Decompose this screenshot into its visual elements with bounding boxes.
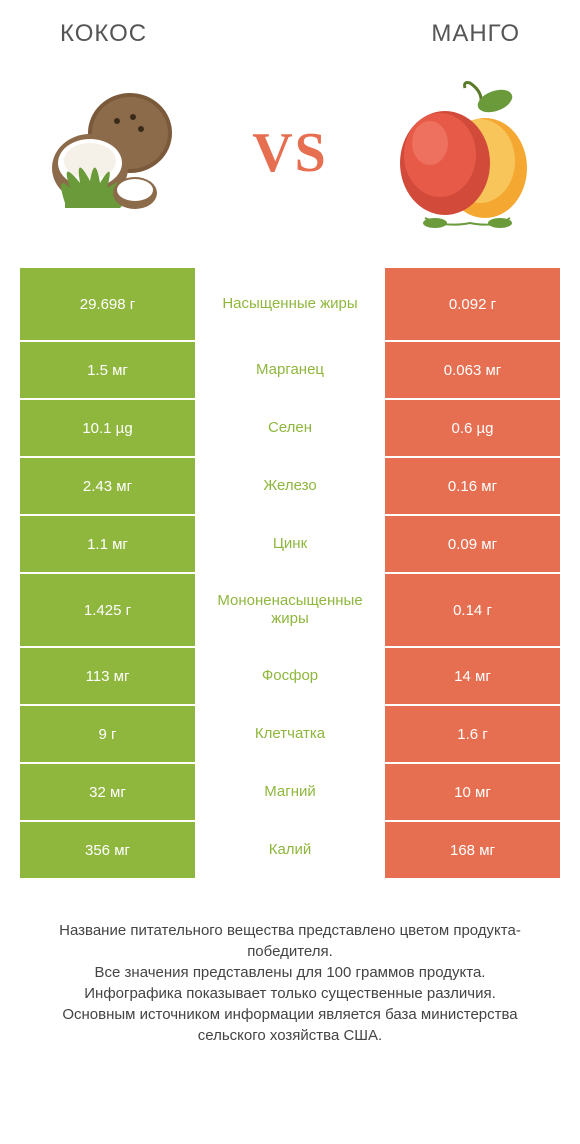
nutrient-label: Марганец xyxy=(195,342,385,398)
value-right: 168 мг xyxy=(385,822,560,878)
nutrient-label: Клетчатка xyxy=(195,706,385,762)
value-left: 1.1 мг xyxy=(20,516,195,572)
vs-row: VS xyxy=(0,58,580,268)
title-left: Кокос xyxy=(60,20,147,48)
comparison-table: 29.698 гНасыщенные жиры0.092 г1.5 мгМарг… xyxy=(0,268,580,878)
value-left: 32 мг xyxy=(20,764,195,820)
value-left: 2.43 мг xyxy=(20,458,195,514)
footer-line: Название питательного вещества представл… xyxy=(30,920,550,962)
nutrient-label: Фосфор xyxy=(195,648,385,704)
value-left: 29.698 г xyxy=(20,268,195,340)
value-left: 1.425 г xyxy=(20,574,195,646)
value-left: 10.1 µg xyxy=(20,400,195,456)
table-row: 1.425 гМононенасыщенные жиры0.14 г xyxy=(20,574,560,646)
header: Кокос Mанго xyxy=(0,0,580,58)
value-right: 14 мг xyxy=(385,648,560,704)
table-row: 1.1 мгЦинк0.09 мг xyxy=(20,516,560,572)
value-left: 9 г xyxy=(20,706,195,762)
table-row: 113 мгФосфор14 мг xyxy=(20,648,560,704)
value-right: 0.063 мг xyxy=(385,342,560,398)
value-left: 1.5 мг xyxy=(20,342,195,398)
table-row: 32 мгМагний10 мг xyxy=(20,764,560,820)
value-right: 0.092 г xyxy=(385,268,560,340)
vs-label: VS xyxy=(252,121,328,185)
value-right: 10 мг xyxy=(385,764,560,820)
value-right: 0.14 г xyxy=(385,574,560,646)
nutrient-label: Калий xyxy=(195,822,385,878)
table-row: 2.43 мгЖелезо0.16 мг xyxy=(20,458,560,514)
value-left: 113 мг xyxy=(20,648,195,704)
table-row: 9 гКлетчатка1.6 г xyxy=(20,706,560,762)
footer-note: Название питательного вещества представл… xyxy=(0,880,580,1066)
table-row: 1.5 мгМарганец0.063 мг xyxy=(20,342,560,398)
nutrient-label: Мононенасыщенные жиры xyxy=(195,574,385,646)
value-left: 356 мг xyxy=(20,822,195,878)
nutrient-label: Магний xyxy=(195,764,385,820)
footer-line: Основным источником информации является … xyxy=(30,1004,550,1046)
nutrient-label: Насыщенные жиры xyxy=(195,268,385,340)
value-right: 0.6 µg xyxy=(385,400,560,456)
nutrient-label: Цинк xyxy=(195,516,385,572)
footer-line: Инфографика показывает только существенн… xyxy=(30,983,550,1004)
footer-line: Все значения представлены для 100 граммо… xyxy=(30,962,550,983)
value-right: 0.09 мг xyxy=(385,516,560,572)
title-right: Mанго xyxy=(431,20,520,48)
value-right: 0.16 мг xyxy=(385,458,560,514)
table-row: 29.698 гНасыщенные жиры0.092 г xyxy=(20,268,560,340)
value-right: 1.6 г xyxy=(385,706,560,762)
table-row: 356 мгКалий168 мг xyxy=(20,822,560,878)
nutrient-label: Селен xyxy=(195,400,385,456)
coconut-image xyxy=(30,68,200,238)
nutrient-label: Железо xyxy=(195,458,385,514)
mango-image xyxy=(380,68,550,238)
table-row: 10.1 µgСелен0.6 µg xyxy=(20,400,560,456)
